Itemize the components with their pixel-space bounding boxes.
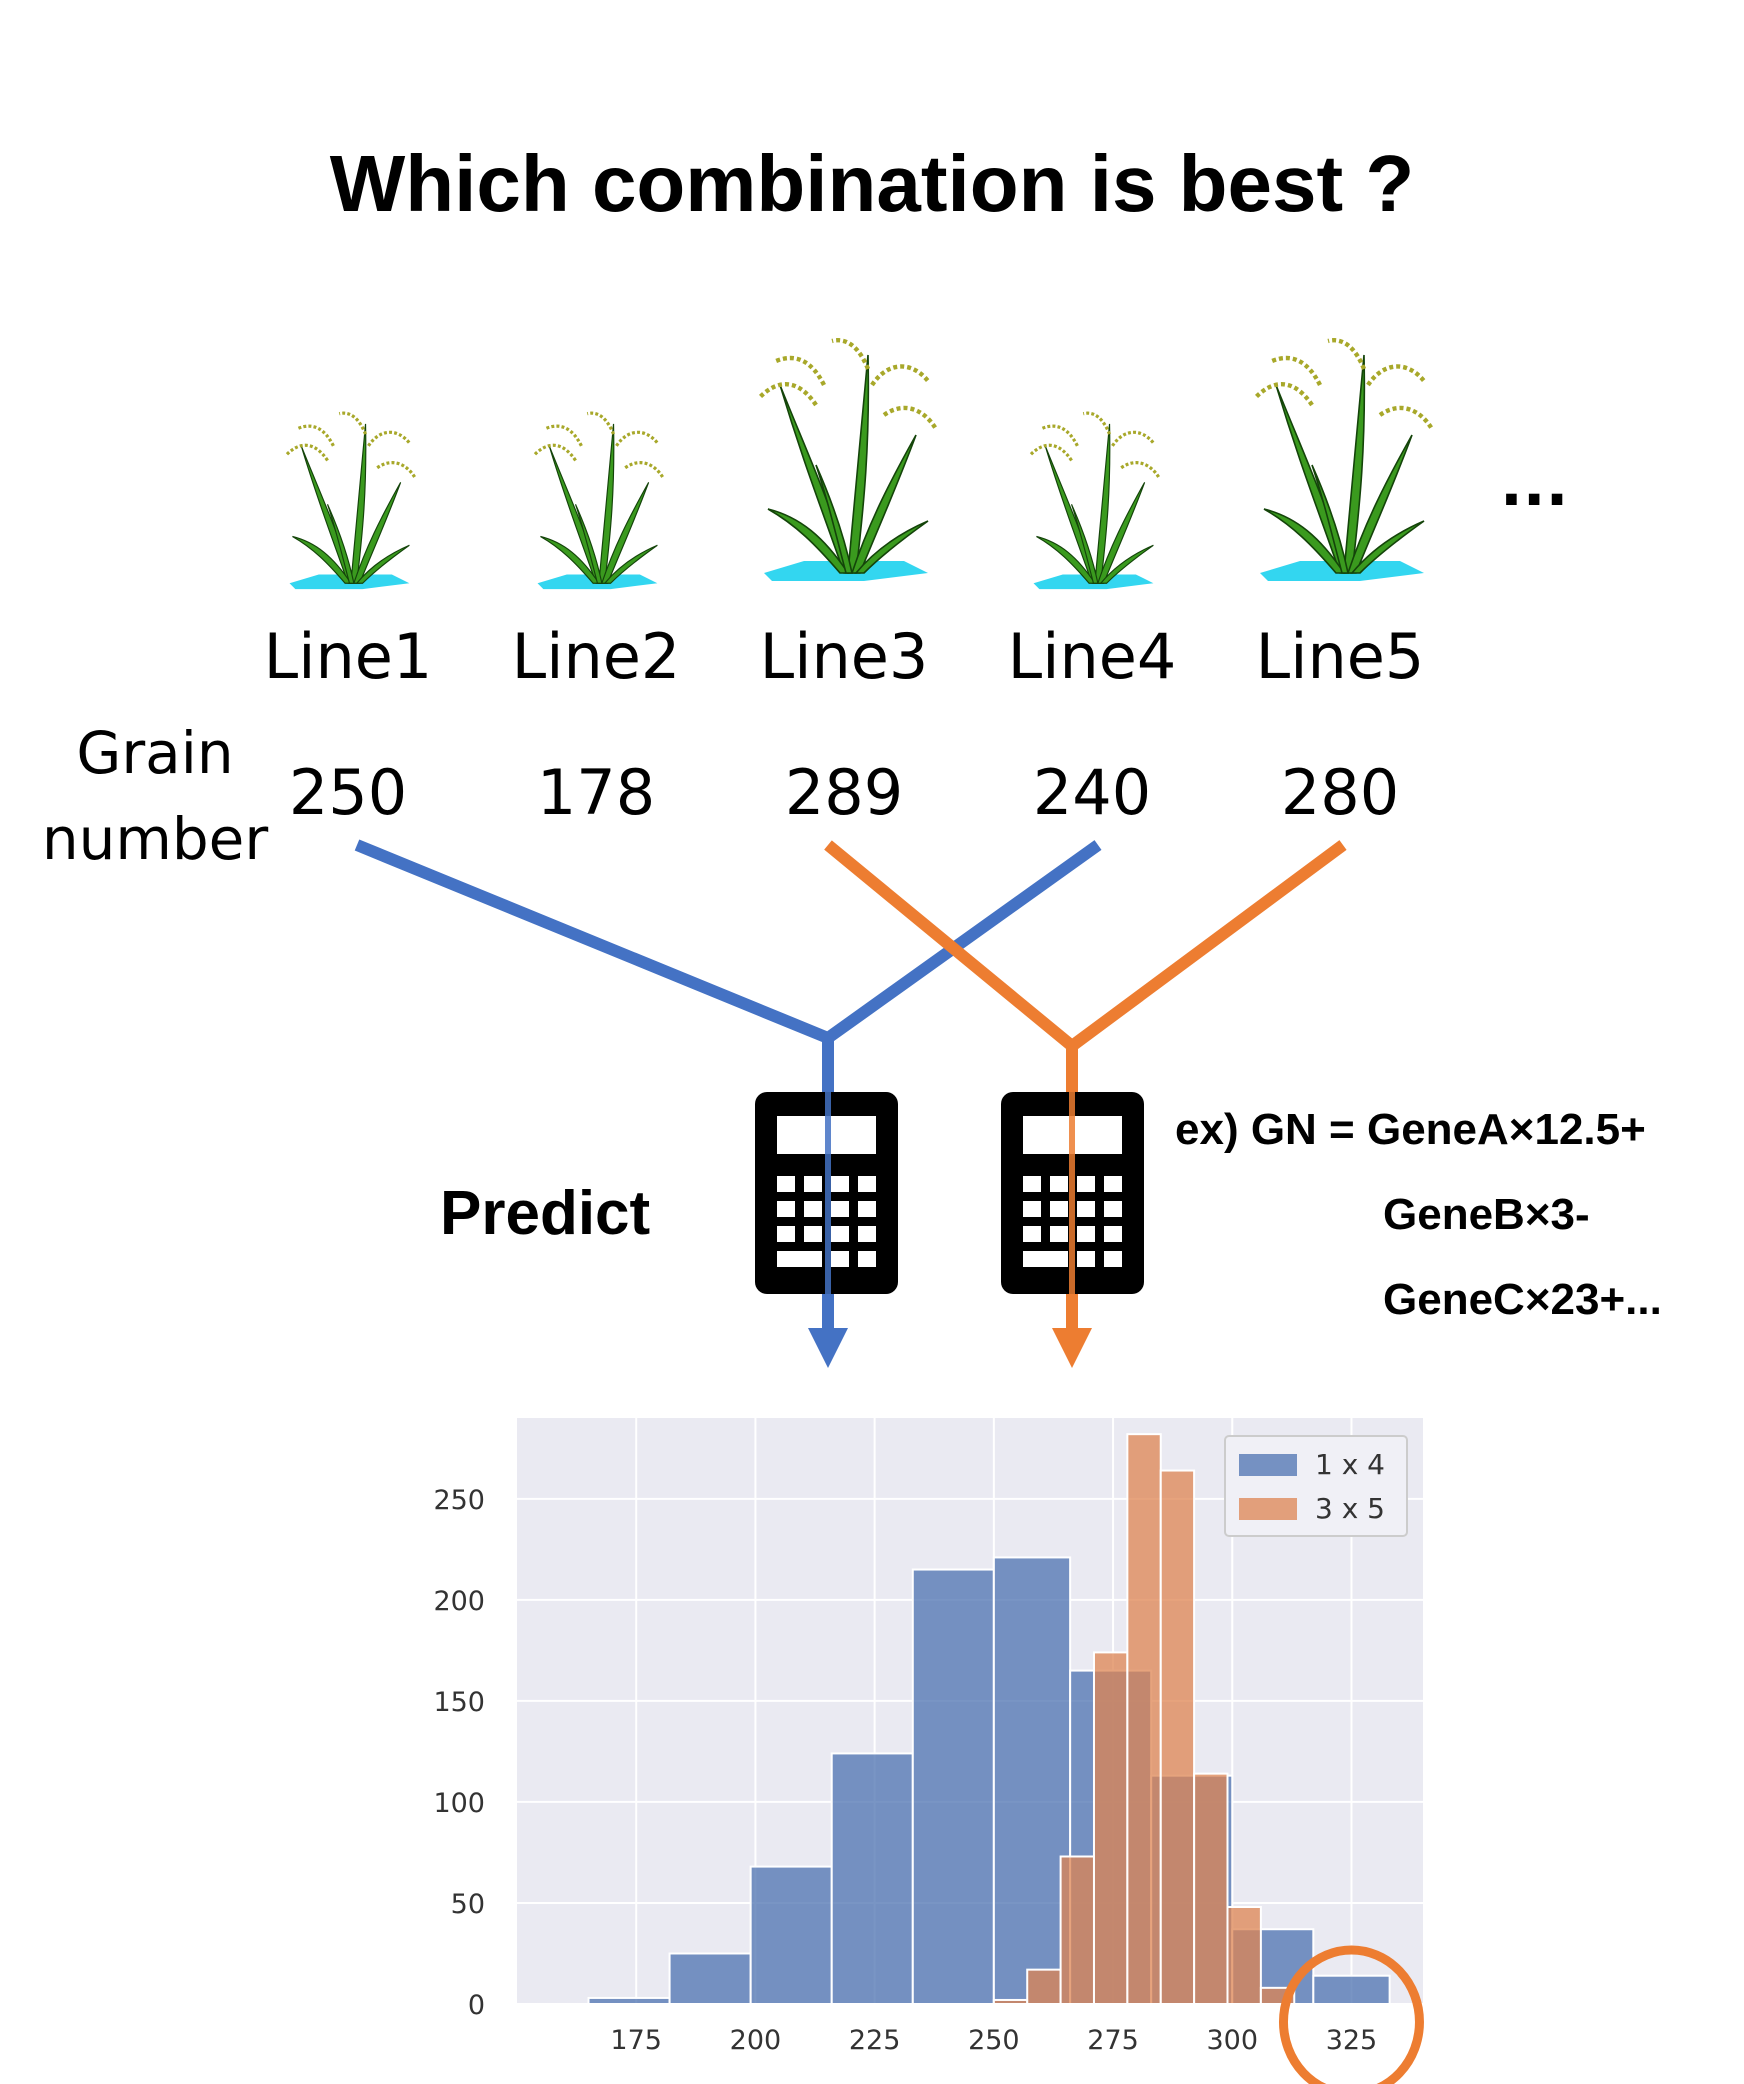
legend-label: 3 x 5 <box>1315 1492 1385 1525</box>
histogram-bar <box>1092 1651 1129 2006</box>
grain-value-1: 250 <box>288 756 408 829</box>
x-tick-label: 200 <box>730 2025 782 2056</box>
line-label-5: Line5 <box>1255 620 1425 693</box>
histogram-bar <box>1226 1906 1262 2005</box>
histogram-bar <box>668 1952 752 2006</box>
y-tick-label: 0 <box>468 1990 485 2021</box>
histogram-bar <box>1059 1855 1095 2005</box>
histogram-bar <box>1126 1433 1162 2005</box>
grain-number-label: Grain number <box>20 710 290 882</box>
grain-label-line2: number <box>41 805 269 873</box>
y-tick-label: 200 <box>433 1586 485 1617</box>
legend-swatch <box>1239 1498 1297 1520</box>
highlight-circle <box>1278 1945 1424 2084</box>
y-tick-label: 50 <box>451 1889 485 1920</box>
rice-plant-icon <box>1254 338 1434 581</box>
grain-value-5: 280 <box>1280 756 1400 829</box>
line-label-2: Line2 <box>511 620 681 693</box>
histogram-bar <box>1159 1469 1196 2006</box>
grain-label-line1: Grain <box>76 719 234 787</box>
histogram-bar <box>992 1556 1072 2006</box>
histogram-bar <box>587 1996 671 2006</box>
histogram-bar <box>1193 1772 1229 2005</box>
grain-value-4: 240 <box>1032 756 1152 829</box>
x-tick-label: 175 <box>610 2025 662 2056</box>
rice-plant-icon <box>1029 411 1161 590</box>
y-tick-label: 150 <box>433 1687 485 1718</box>
rice-plant-icon <box>285 411 417 590</box>
legend-swatch <box>1239 1454 1297 1476</box>
cross-diagram <box>354 839 1347 1368</box>
histogram-bar <box>911 1568 995 2006</box>
legend-label: 1 x 4 <box>1315 1448 1385 1481</box>
grain-value-3: 289 <box>784 756 904 829</box>
histogram-bar <box>749 1865 833 2006</box>
formula-line-3: GeneC×23+... <box>1383 1275 1662 1324</box>
page-title: Which combination is best ? <box>329 139 1415 228</box>
line-label-4: Line4 <box>1007 620 1177 693</box>
line-label-1: Line1 <box>263 620 433 693</box>
grain-value-2: 178 <box>536 756 656 829</box>
x-tick-label: 300 <box>1206 2025 1258 2056</box>
rice-plant-icon <box>533 411 665 590</box>
line-label-3: Line3 <box>759 620 929 693</box>
formula-line-2: GeneB×3- <box>1383 1190 1590 1239</box>
more-lines-ellipsis: ... <box>1500 450 1569 520</box>
x-tick-label: 275 <box>1087 2025 1139 2056</box>
rice-plant-icon <box>758 338 938 581</box>
y-tick-label: 250 <box>433 1485 485 1516</box>
histogram-bar <box>1026 1968 1062 2006</box>
histogram-bar <box>992 1998 1029 2005</box>
orange-arrow-head <box>1052 1328 1092 1368</box>
blue-arrow-head <box>808 1328 848 1368</box>
formula-line-1: ex) GN = GeneA×12.5+ <box>1175 1105 1646 1154</box>
x-tick-label: 250 <box>968 2025 1020 2056</box>
histogram-bar <box>830 1752 914 2005</box>
x-tick-label: 325 <box>1326 2025 1378 2056</box>
predict-label: Predict <box>440 1179 651 1248</box>
x-tick-label: 225 <box>849 2025 901 2056</box>
y-tick-label: 100 <box>433 1788 485 1819</box>
histogram-bar <box>1312 1974 1391 2005</box>
